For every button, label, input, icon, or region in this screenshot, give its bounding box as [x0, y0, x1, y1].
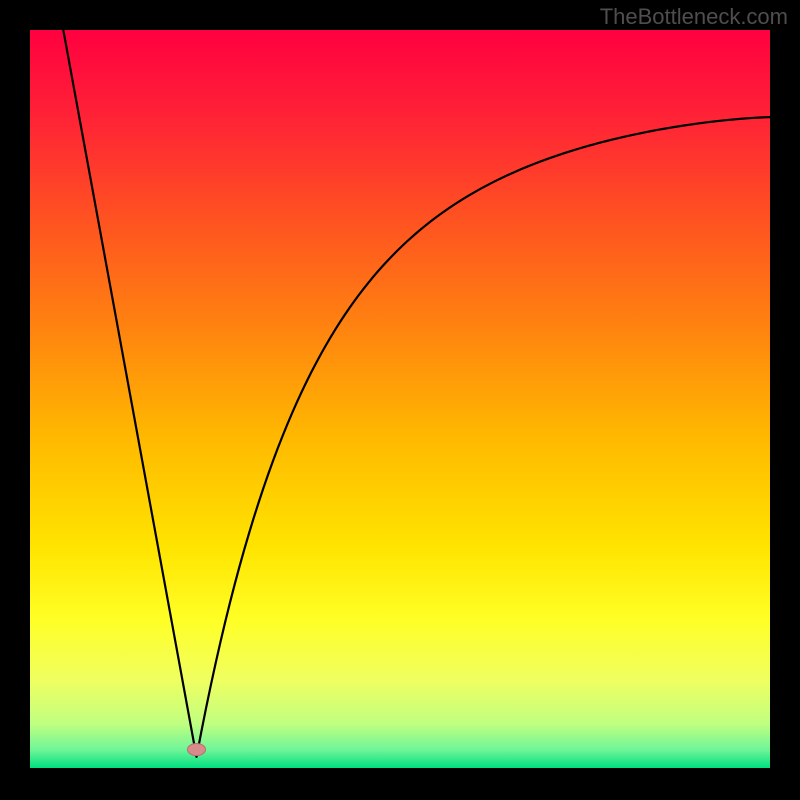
bottleneck-chart [0, 0, 800, 800]
optimal-point-marker [188, 744, 206, 756]
watermark-text: TheBottleneck.com [600, 4, 788, 30]
chart-container: TheBottleneck.com [0, 0, 800, 800]
gradient-background [30, 30, 770, 768]
